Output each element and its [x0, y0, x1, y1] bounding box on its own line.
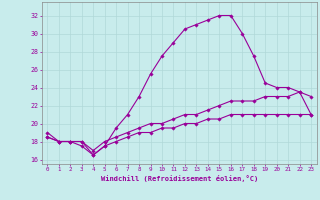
- X-axis label: Windchill (Refroidissement éolien,°C): Windchill (Refroidissement éolien,°C): [100, 175, 258, 182]
